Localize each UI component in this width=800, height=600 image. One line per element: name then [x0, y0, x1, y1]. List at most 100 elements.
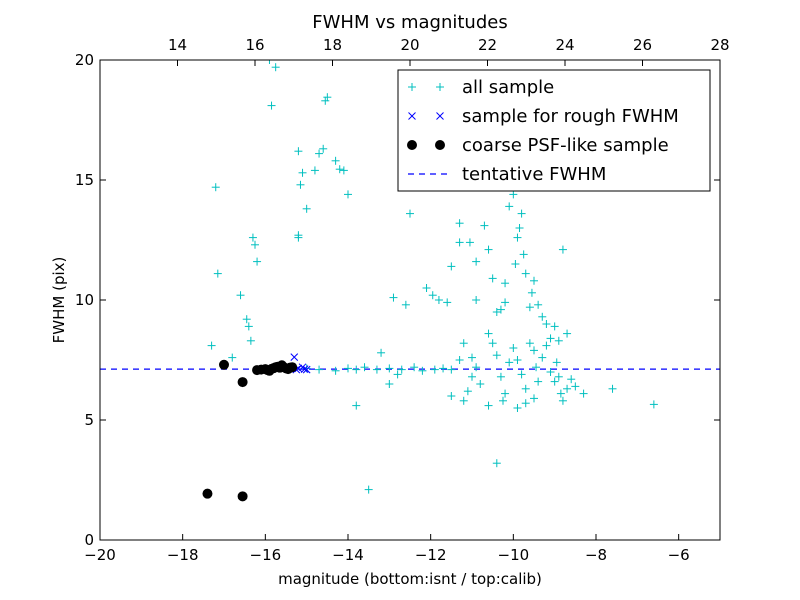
- x-tick-label: −8: [585, 546, 607, 564]
- all-sample-point: [459, 396, 468, 405]
- all-sample-point: [567, 375, 576, 384]
- all-sample-point: [447, 365, 456, 374]
- all-sample-point: [542, 320, 551, 328]
- psf-like-point: [202, 488, 213, 499]
- all-sample-point: [455, 238, 464, 247]
- all-sample-point: [468, 353, 476, 362]
- all-sample-point: [455, 219, 464, 228]
- all-sample-point: [515, 224, 524, 232]
- legend-box: [397, 69, 711, 192]
- all-sample-point: [501, 279, 510, 288]
- legend-x-marker: [408, 112, 416, 120]
- all-sample-point: [207, 341, 216, 350]
- legend-x-marker: [436, 112, 444, 120]
- x-axis-label: magnitude (bottom:isnt / top:calib): [278, 570, 542, 588]
- chart-title: FWHM vs magnitudes: [312, 12, 507, 33]
- all-sample-point: [244, 322, 253, 331]
- all-sample-point: [530, 276, 538, 285]
- legend-label-all-sample: all sample: [462, 77, 554, 98]
- y-tick-label: 10: [75, 291, 94, 309]
- y-tick-label: 0: [84, 531, 94, 549]
- x-tick-label: −18: [167, 546, 199, 564]
- all-sample-point: [532, 363, 541, 372]
- all-sample-point: [410, 363, 419, 372]
- all-sample-point: [242, 315, 251, 324]
- all-sample-point: [294, 147, 303, 156]
- all-sample-point: [519, 250, 528, 259]
- all-sample-point: [310, 166, 319, 175]
- all-sample-point: [550, 322, 559, 331]
- all-sample-point: [315, 149, 324, 158]
- all-sample-point: [496, 305, 505, 314]
- all-sample-point: [521, 384, 530, 393]
- all-sample-point: [401, 300, 410, 309]
- all-sample-point: [344, 190, 352, 199]
- all-sample-point: [315, 365, 324, 374]
- all-sample-point: [554, 336, 563, 345]
- all-sample-point: [501, 298, 510, 307]
- all-sample-point: [649, 400, 658, 409]
- all-sample-point: [253, 257, 262, 266]
- all-sample-point: [434, 296, 443, 304]
- all-sample-point: [385, 380, 394, 388]
- legend-marker-plus: [408, 83, 444, 91]
- all-sample-point: [511, 260, 520, 268]
- psf-like-point: [219, 359, 229, 370]
- top-tick-label: 24: [555, 36, 574, 54]
- all-sample-point: [248, 233, 257, 242]
- legend-entry-all-sample: all sample: [408, 77, 554, 98]
- all-sample-point: [364, 485, 373, 494]
- all-sample-point: [472, 296, 481, 304]
- top-tick-label: 20: [400, 36, 419, 54]
- all-sample-point: [267, 101, 276, 110]
- legend-label-tentative-fwhm: tentative FWHM: [462, 164, 606, 185]
- top-tick-label: 22: [478, 36, 497, 54]
- all-sample-point: [406, 209, 414, 218]
- legend-plus-marker: [408, 83, 416, 91]
- all-sample-point: [563, 329, 572, 338]
- all-sample-point: [430, 365, 439, 374]
- all-sample-point: [552, 358, 561, 367]
- all-sample-point: [294, 233, 303, 242]
- y-axis-label: FWHM (pix): [50, 257, 68, 344]
- legend-dot-marker: [407, 140, 417, 150]
- rough-fwhm-point: [290, 353, 299, 361]
- psf-like-point: [287, 362, 298, 373]
- all-sample-point: [271, 63, 280, 72]
- all-sample-point: [377, 348, 386, 357]
- all-sample-point: [563, 384, 572, 393]
- all-sample-point: [488, 339, 497, 348]
- all-sample-point: [323, 93, 332, 102]
- psf-like-point: [237, 377, 248, 388]
- all-sample-point: [571, 382, 580, 391]
- all-sample-point: [251, 240, 259, 249]
- all-sample-point: [472, 363, 481, 372]
- all-sample-point: [501, 389, 510, 398]
- x-tick-label: −20: [84, 546, 116, 564]
- psf-like-point: [237, 491, 248, 502]
- all-sample-point: [418, 366, 427, 375]
- x-tick-label: −12: [415, 546, 447, 564]
- all-sample-point: [319, 144, 328, 153]
- y-tick-label: 5: [84, 411, 94, 429]
- all-sample-point: [352, 365, 361, 374]
- legend-plus-marker: [436, 83, 444, 91]
- all-sample-point: [492, 459, 501, 468]
- x-tick-label: −6: [668, 546, 690, 564]
- top-tick-label: 16: [245, 36, 264, 54]
- top-tick-label: 26: [633, 36, 652, 54]
- all-sample-point: [484, 245, 493, 254]
- all-sample-point: [488, 274, 497, 283]
- all-sample-point: [513, 233, 522, 242]
- all-sample-point: [608, 384, 617, 393]
- all-sample-point: [499, 396, 507, 405]
- x-tick-label: −10: [498, 546, 530, 564]
- top-tick-label: 28: [710, 36, 729, 54]
- legend: all sample sample for rough FWHM coarse …: [397, 69, 711, 192]
- all-sample-point: [513, 356, 522, 364]
- legend-dot-marker: [435, 140, 445, 150]
- all-sample-point: [517, 370, 526, 379]
- rough-fwhm-point: [302, 365, 311, 374]
- all-sample-point: [546, 368, 555, 376]
- all-sample-point: [211, 183, 220, 192]
